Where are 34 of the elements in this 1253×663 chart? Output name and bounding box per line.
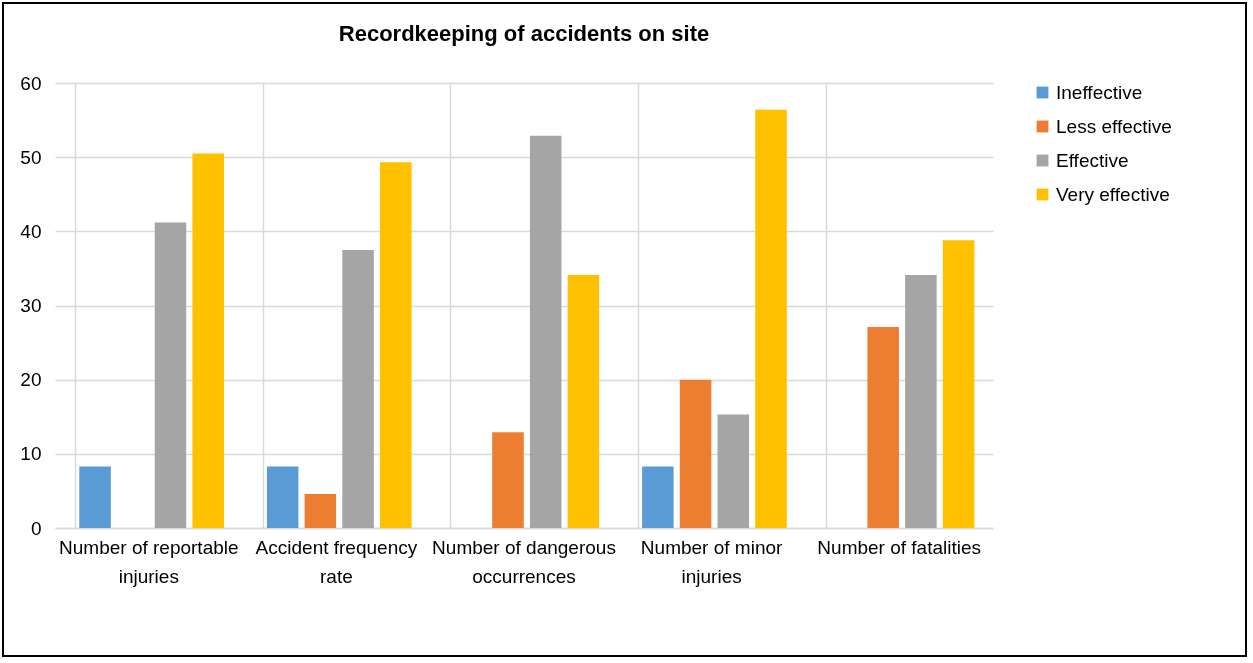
- bar: [567, 275, 600, 528]
- bar: [905, 275, 937, 528]
- legend-label: Less effective: [1056, 115, 1172, 137]
- bar: [867, 327, 899, 528]
- bar: [192, 153, 224, 528]
- bar: [492, 432, 524, 528]
- bar: [529, 135, 562, 528]
- x-tick-label: Number of fatalities: [817, 536, 982, 558]
- bar: [304, 493, 337, 528]
- bar: [79, 466, 111, 528]
- y-tick-label: 30: [20, 295, 42, 316]
- bar: [942, 240, 975, 528]
- y-tick-label: 10: [20, 443, 42, 465]
- legend-label: Very effective: [1056, 183, 1170, 205]
- y-tick-label: 0: [30, 517, 42, 539]
- y-tick-label: 50: [20, 146, 42, 168]
- legend-label: Effective: [1056, 149, 1129, 171]
- bar: [755, 109, 787, 528]
- bar: [642, 466, 674, 528]
- x-tick-label: Number of minor injuries: [640, 536, 784, 587]
- y-tick-label: 60: [20, 72, 42, 94]
- y-tick-label: 20: [20, 369, 42, 391]
- bar: [380, 162, 412, 528]
- bar: [679, 379, 712, 528]
- bar: [154, 222, 187, 528]
- x-tick-label: Number of reportable injuries: [59, 536, 239, 587]
- bar: [717, 414, 750, 528]
- chart-title: Recordkeeping of accidents on site: [338, 21, 710, 46]
- x-tick-label: Number of dangerous occurrences: [432, 536, 616, 587]
- x-tick-label: Accident frequency rate: [255, 536, 418, 587]
- legend-label: Ineffective: [1056, 81, 1143, 103]
- bar: [266, 466, 299, 528]
- bar: [342, 249, 374, 528]
- y-tick-label: 40: [20, 220, 42, 242]
